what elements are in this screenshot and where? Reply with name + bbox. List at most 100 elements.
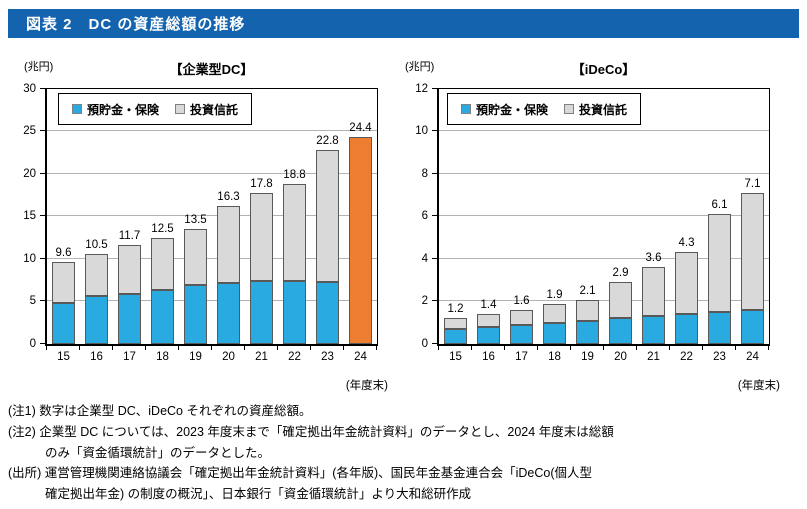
x-tick-label-20: 20 xyxy=(222,351,235,363)
footnotes: (注1) 数字は企業型 DC、iDeCo それぞれの資産総額。 (注2) 企業型 … xyxy=(8,401,802,505)
bar-total-label-22: 4.3 xyxy=(678,237,695,249)
legend-swatch-investment-trusts xyxy=(564,104,575,114)
bar-22 xyxy=(283,184,306,344)
legend: 預貯金・保険 投資信託 xyxy=(58,93,253,125)
bar-total-label-23: 6.1 xyxy=(711,199,728,211)
bar-total-label-17: 1.6 xyxy=(513,295,530,307)
bar-21 xyxy=(250,193,273,344)
bar-19 xyxy=(184,229,207,344)
bar-segment-deposits-insurance xyxy=(250,281,273,344)
bar-segment-deposits-insurance xyxy=(741,310,764,344)
x-tick-label-18: 18 xyxy=(156,351,169,363)
y-tick-label-10: 10 xyxy=(415,125,428,137)
legend-label-deposits-insurance: 預貯金・保険 xyxy=(476,102,549,117)
legend-item-deposits-insurance: 預貯金・保険 xyxy=(72,101,159,118)
x-tick-label-17: 17 xyxy=(515,351,528,363)
bar-segment-total-highlight xyxy=(349,137,372,344)
bar-total-label-18: 12.5 xyxy=(151,223,174,235)
bar-18 xyxy=(151,238,174,344)
bar-segment-investment-trusts xyxy=(642,267,665,316)
legend-label-investment-trusts: 投資信託 xyxy=(579,102,628,117)
legend-swatch-investment-trusts xyxy=(175,104,186,114)
bar-segment-deposits-insurance xyxy=(316,282,339,344)
x-tick-label-17: 17 xyxy=(123,351,136,363)
gridline-8 xyxy=(439,173,769,174)
y-tick-mark xyxy=(432,88,437,89)
bar-18 xyxy=(543,304,566,344)
bar-16 xyxy=(85,254,108,344)
y-tick-mark xyxy=(432,173,437,174)
bar-total-label-24: 24.4 xyxy=(349,122,372,134)
bar-segment-investment-trusts xyxy=(151,238,174,290)
bar-segment-deposits-insurance xyxy=(675,314,698,344)
y-axis-unit-label: (兆円) xyxy=(405,61,435,73)
x-tick-mark xyxy=(79,346,80,350)
bar-segment-deposits-insurance xyxy=(576,321,599,344)
bar-segment-deposits-insurance xyxy=(609,318,632,344)
x-tick-label-18: 18 xyxy=(548,351,561,363)
bar-19 xyxy=(576,300,599,344)
x-tick-mark xyxy=(537,346,538,350)
chart-title: 【iDeCo】 xyxy=(571,62,636,77)
y-tick-mark xyxy=(432,343,437,344)
x-tick-mark xyxy=(310,346,311,350)
x-tick-mark xyxy=(277,346,278,350)
x-tick-mark xyxy=(343,346,344,350)
x-tick-label-15: 15 xyxy=(57,351,70,363)
y-tick-label-2: 2 xyxy=(421,295,428,307)
bar-segment-investment-trusts xyxy=(52,262,75,303)
bar-segment-deposits-insurance xyxy=(85,296,108,344)
y-tick-label-6: 6 xyxy=(421,210,428,222)
bar-segment-deposits-insurance xyxy=(510,325,533,344)
bar-23 xyxy=(316,150,339,344)
bar-total-label-17: 11.7 xyxy=(118,230,141,242)
bar-segment-investment-trusts xyxy=(708,214,731,312)
x-tick-mark xyxy=(504,346,505,350)
x-tick-label-16: 16 xyxy=(482,351,495,363)
bar-total-label-19: 2.1 xyxy=(579,285,596,297)
bar-segment-investment-trusts xyxy=(609,282,632,318)
bar-segment-deposits-insurance xyxy=(283,281,306,344)
x-tick-mark xyxy=(636,346,637,350)
x-tick-mark xyxy=(603,346,604,350)
bar-segment-investment-trusts xyxy=(118,245,141,294)
x-axis-note: (年度末) xyxy=(345,380,388,392)
x-tick-mark xyxy=(669,346,670,350)
y-tick-label-0: 0 xyxy=(421,338,428,350)
bar-segment-investment-trusts xyxy=(477,314,500,327)
bar-20 xyxy=(217,206,240,344)
plot-area: 1.2 1.4 1.6 1.9 2.1 2.9 3.6 4.3 6.1 7.1 xyxy=(437,88,770,346)
bar-total-label-20: 16.3 xyxy=(217,191,240,203)
x-tick-mark xyxy=(46,346,47,350)
bar-segment-investment-trusts xyxy=(283,184,306,281)
footnote-line-5: 確定拠出年金) の制度の概況」、日本銀行「資金循環統計」より大和総研作成 xyxy=(45,487,472,502)
bar-total-label-15: 1.2 xyxy=(447,303,464,315)
bar-total-label-21: 3.6 xyxy=(645,252,662,264)
legend-swatch-deposits-insurance xyxy=(461,104,471,114)
y-tick-label-30: 30 xyxy=(23,83,36,95)
legend: 預貯金・保険 投資信託 xyxy=(447,93,642,125)
x-tick-mark xyxy=(376,346,377,350)
bar-total-label-19: 13.5 xyxy=(184,214,207,226)
y-tick-label-4: 4 xyxy=(421,253,428,265)
gridline-6 xyxy=(439,215,769,216)
x-tick-label-23: 23 xyxy=(321,351,334,363)
x-tick-mark xyxy=(768,346,769,350)
legend-label-deposits-insurance: 預貯金・保険 xyxy=(87,102,160,117)
bar-22 xyxy=(675,252,698,344)
legend-label-investment-trusts: 投資信託 xyxy=(190,102,239,117)
y-tick-label-20: 20 xyxy=(23,168,36,180)
y-axis-unit-label: (兆円) xyxy=(24,61,54,73)
y-tick-mark xyxy=(40,173,45,174)
bar-segment-deposits-insurance xyxy=(151,290,174,344)
bar-segment-deposits-insurance xyxy=(642,316,665,344)
bar-17 xyxy=(118,245,141,344)
bar-segment-investment-trusts xyxy=(675,252,698,314)
bar-total-label-18: 1.9 xyxy=(546,289,563,301)
bar-segment-investment-trusts xyxy=(510,310,533,325)
x-tick-label-22: 22 xyxy=(680,351,693,363)
bar-17 xyxy=(510,310,533,344)
y-tick-label-0: 0 xyxy=(29,338,36,350)
footnote-line-4: (出所) 運営管理機関連絡協議会「確定拠出年金統計資料」(各年版)、国民年金基金… xyxy=(8,466,593,481)
bar-24 xyxy=(349,137,372,344)
